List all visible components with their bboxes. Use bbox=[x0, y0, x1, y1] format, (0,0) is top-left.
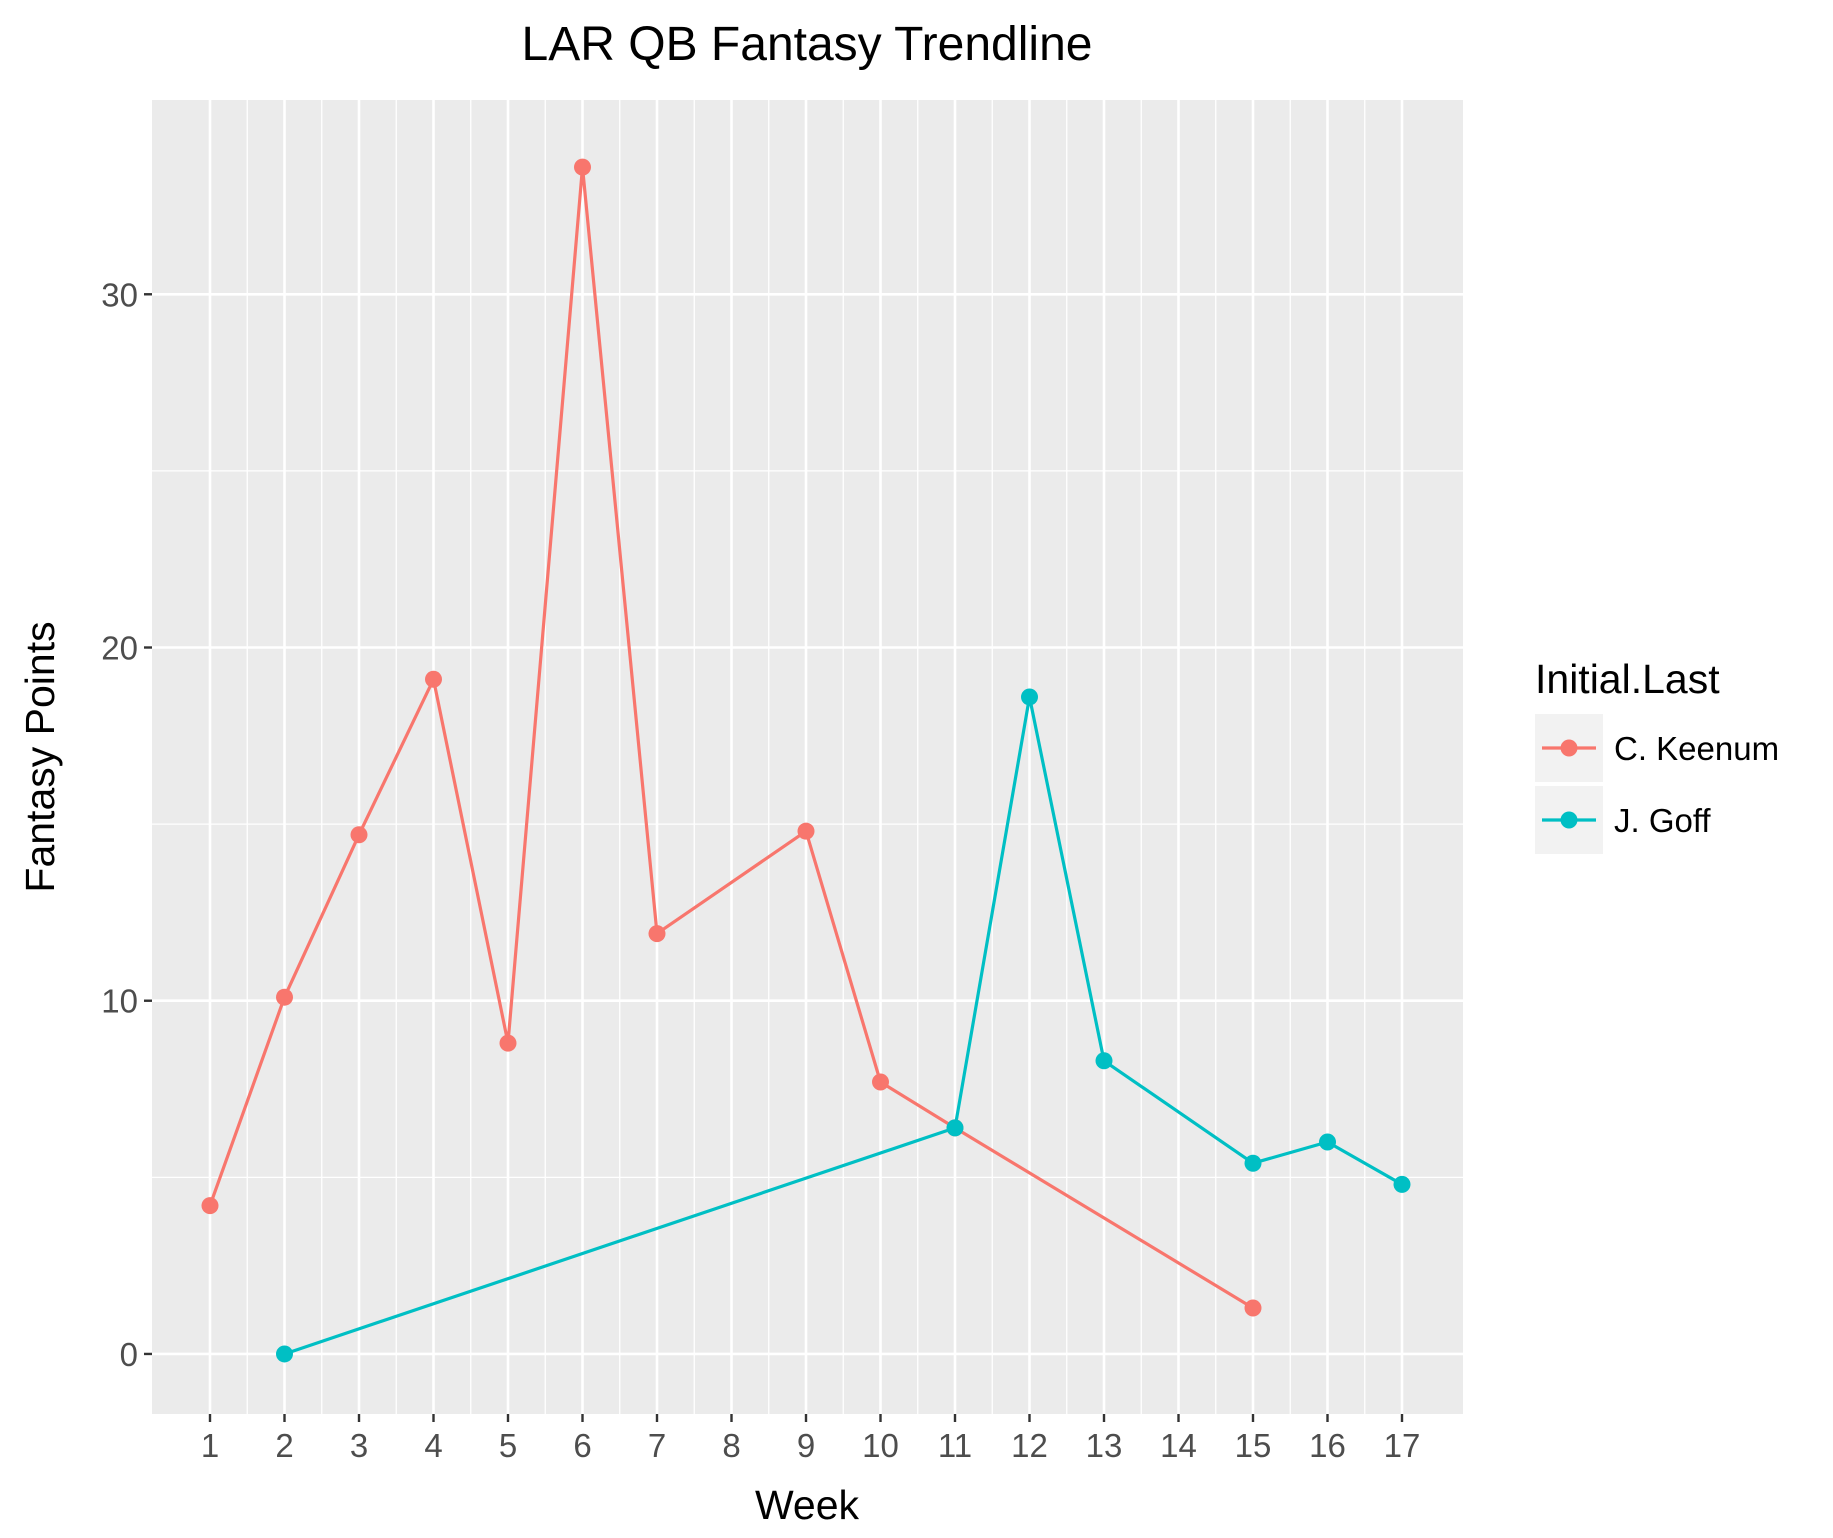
plot-panel bbox=[152, 100, 1463, 1414]
y-axis-title: Fantasy Points bbox=[17, 621, 63, 892]
data-point bbox=[1244, 1299, 1262, 1317]
x-tick-label: 14 bbox=[1160, 1427, 1197, 1464]
data-point bbox=[1244, 1154, 1262, 1172]
x-tick-label: 11 bbox=[938, 1427, 972, 1464]
data-point bbox=[201, 1197, 219, 1215]
x-tick-label: 16 bbox=[1309, 1427, 1346, 1464]
y-axis: 0 10 20 30 bbox=[101, 276, 152, 1373]
data-point bbox=[946, 1119, 964, 1137]
legend-items: C. Keenum J. Goff bbox=[1535, 714, 1779, 854]
x-tick-label: 15 bbox=[1235, 1427, 1272, 1464]
series-points bbox=[201, 158, 1411, 1363]
legend-key-point bbox=[1560, 739, 1578, 757]
legend-key-point bbox=[1560, 811, 1578, 829]
data-point bbox=[276, 1345, 293, 1363]
x-tick-label: 8 bbox=[722, 1427, 740, 1464]
y-tick-label: 20 bbox=[101, 630, 138, 667]
data-point bbox=[1393, 1175, 1411, 1193]
data-point bbox=[1319, 1133, 1336, 1151]
data-point bbox=[797, 822, 815, 840]
grid-major bbox=[152, 100, 1463, 1414]
x-tick-label: 12 bbox=[1011, 1427, 1048, 1464]
data-point bbox=[1021, 688, 1038, 706]
x-tick-label: 5 bbox=[499, 1427, 517, 1464]
y-tick-label: 0 bbox=[120, 1336, 138, 1373]
x-tick-label: 1 bbox=[201, 1427, 219, 1464]
data-point bbox=[648, 925, 666, 943]
legend-label: J. Goff bbox=[1614, 802, 1711, 839]
x-tick-label: 9 bbox=[797, 1427, 815, 1464]
x-tick-label: 6 bbox=[573, 1427, 591, 1464]
x-tick-label: 17 bbox=[1384, 1427, 1421, 1464]
data-point bbox=[276, 988, 293, 1006]
y-tick-label: 30 bbox=[101, 276, 138, 313]
data-point bbox=[872, 1073, 889, 1091]
legend-label: C. Keenum bbox=[1614, 730, 1779, 767]
data-point bbox=[574, 158, 591, 176]
chart-title: LAR QB Fantasy Trendline bbox=[522, 18, 1093, 71]
x-tick-label: 13 bbox=[1086, 1427, 1123, 1464]
data-point bbox=[499, 1034, 517, 1052]
y-tick-label: 10 bbox=[101, 983, 138, 1020]
data-point bbox=[1095, 1052, 1113, 1070]
data-point bbox=[350, 826, 368, 844]
x-tick-label: 2 bbox=[275, 1427, 293, 1464]
x-tick-label: 4 bbox=[424, 1427, 442, 1464]
legend: Initial.Last C. Keenum J. Goff bbox=[1535, 656, 1779, 854]
legend-title: Initial.Last bbox=[1535, 656, 1720, 702]
x-tick-label: 3 bbox=[350, 1427, 368, 1464]
x-axis-title: Week bbox=[755, 1482, 860, 1528]
data-point bbox=[425, 670, 442, 688]
x-tick-label: 10 bbox=[862, 1427, 899, 1464]
x-tick-label: 7 bbox=[648, 1427, 666, 1464]
x-axis: 1 2 3 4 5 6 7 8 9 10 11 12 13 14 15 16 17 bbox=[201, 1414, 1421, 1464]
